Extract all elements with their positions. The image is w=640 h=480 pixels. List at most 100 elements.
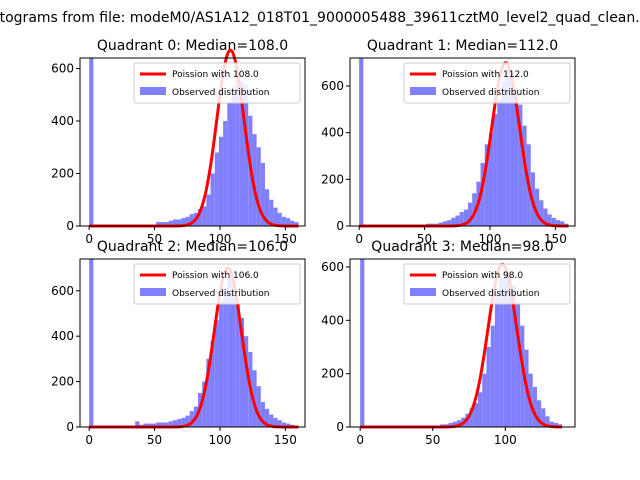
histogram-bar xyxy=(185,415,190,427)
histogram-bar xyxy=(135,421,140,427)
histogram-bar xyxy=(520,325,525,427)
histogram-bar xyxy=(189,214,194,226)
histogram-bar xyxy=(206,194,211,226)
histogram-bar xyxy=(168,220,173,226)
histogram-bar xyxy=(172,219,178,226)
histogram-bar xyxy=(290,220,295,226)
histogram-bar xyxy=(501,81,506,226)
histogram-bar xyxy=(438,222,443,226)
y-tick-label: 200 xyxy=(321,367,344,381)
x-tick-label: 0 xyxy=(85,232,93,246)
x-tick-label: 150 xyxy=(274,232,297,246)
panel-title: Quadrant 3: Median=98.0 xyxy=(371,239,553,255)
histogram-bar xyxy=(223,288,228,427)
histogram-bar xyxy=(164,422,169,427)
histogram-bar xyxy=(252,134,257,227)
histogram-bar xyxy=(463,209,468,226)
histogram-bar xyxy=(360,259,365,427)
histogram-bar xyxy=(235,79,240,226)
x-tick-label: 0 xyxy=(85,433,93,447)
legend-label: Observed distribution xyxy=(442,289,539,299)
histogram-bar xyxy=(547,214,552,226)
histogram-bar xyxy=(493,114,498,226)
legend-label: Poission with 106.0 xyxy=(172,271,259,281)
histogram-bar xyxy=(143,423,148,427)
y-tick-label: 400 xyxy=(51,329,74,343)
histogram-bar xyxy=(539,200,544,226)
y-tick-label: 200 xyxy=(51,375,74,389)
histogram-bar xyxy=(484,144,489,226)
x-tick-label: 100 xyxy=(209,232,232,246)
histogram-bar xyxy=(442,221,448,226)
histogram-bar xyxy=(189,411,194,427)
axes-frame xyxy=(349,258,576,428)
histogram-bar xyxy=(260,402,265,427)
x-tick-label: 50 xyxy=(425,433,440,447)
histogram-bar xyxy=(197,208,203,226)
histogram-bar xyxy=(543,208,548,226)
histogram-bar xyxy=(359,58,364,226)
legend-patch-swatch xyxy=(410,87,436,95)
histogram-bar xyxy=(260,163,265,226)
figure-suptitle: Histograms from file: modeM0/AS1A12_018T… xyxy=(0,10,640,26)
legend-label: Poission with 98.0 xyxy=(442,271,523,281)
histogram-bar xyxy=(447,220,452,226)
axes-frame xyxy=(79,258,306,428)
histogram-bar xyxy=(451,217,456,226)
histogram-bar xyxy=(210,173,215,226)
y-tick-label: 400 xyxy=(51,114,74,128)
histogram-bar xyxy=(473,403,479,427)
legend-patch-swatch xyxy=(140,87,166,95)
histogram-bar xyxy=(264,408,270,427)
x-tick-label: 50 xyxy=(417,232,432,246)
histogram-bar xyxy=(177,419,182,427)
legend-label: Observed distribution xyxy=(172,88,269,98)
histogram-bar xyxy=(541,408,546,427)
legend-box xyxy=(403,62,571,104)
y-tick-label: 0 xyxy=(66,420,74,434)
panel-title: Quadrant 0: Median=108.0 xyxy=(97,38,288,54)
legend: Poission with 98.0 Observed distribution xyxy=(403,263,571,305)
x-tick-label: 150 xyxy=(544,232,567,246)
histogram-bar xyxy=(214,320,219,427)
histogram-bar xyxy=(231,279,236,427)
histogram-bar xyxy=(490,325,495,427)
histogram-bar xyxy=(185,216,190,226)
histogram-bar xyxy=(455,215,460,226)
histogram-bar xyxy=(223,121,228,226)
y-tick-label: 600 xyxy=(321,260,344,274)
histogram-bar xyxy=(553,423,559,427)
histogram-bar xyxy=(206,358,211,427)
histogram-bar xyxy=(269,414,274,427)
y-tick-label: 600 xyxy=(321,79,344,93)
histogram-bar xyxy=(511,285,516,427)
histogram-bar xyxy=(281,422,286,427)
histogram-bar xyxy=(478,392,483,427)
histogram-bar xyxy=(469,408,474,427)
plot-panel-2: Quadrant 2: Median=106.0 0 50 100 150 0 200 400… xyxy=(51,239,306,447)
histogram-bar xyxy=(509,72,515,226)
histogram-bar xyxy=(273,417,278,427)
histogram-bar xyxy=(89,259,94,427)
histogram-bar xyxy=(156,222,161,226)
y-tick-label: 600 xyxy=(51,62,74,76)
histogram-bar xyxy=(560,221,565,226)
x-tick-label: 0 xyxy=(356,433,364,447)
histogram-bar xyxy=(555,220,561,226)
histogram-bar xyxy=(151,423,157,427)
histogram-bar xyxy=(277,420,282,427)
x-tick-label: 100 xyxy=(479,232,502,246)
histogram-bar xyxy=(532,387,537,427)
histogram-bar xyxy=(227,277,232,427)
legend-label: Poission with 112.0 xyxy=(442,70,529,80)
histogram-bar xyxy=(181,417,186,427)
histogram-bar xyxy=(164,222,169,226)
histogram-bar xyxy=(499,277,504,427)
legend-box xyxy=(403,263,571,305)
histogram-bar xyxy=(239,318,245,427)
histogram-bar xyxy=(273,207,278,227)
histogram-bar xyxy=(181,218,186,227)
histogram-bar xyxy=(168,421,173,427)
histogram-bar xyxy=(172,420,178,427)
